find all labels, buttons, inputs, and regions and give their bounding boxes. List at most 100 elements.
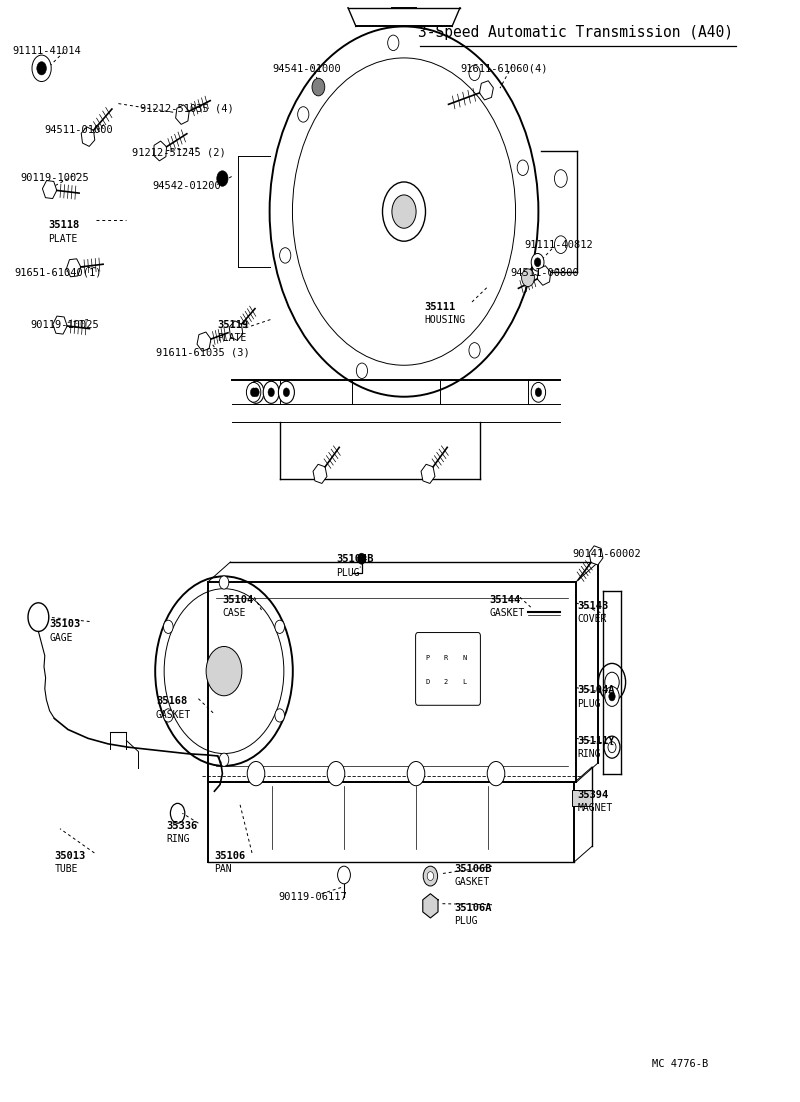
Text: 35103: 35103 xyxy=(50,619,81,629)
Text: 94511-01000: 94511-01000 xyxy=(44,125,113,134)
Text: COVER: COVER xyxy=(578,614,607,624)
Circle shape xyxy=(605,687,619,706)
Text: 35104: 35104 xyxy=(222,595,254,605)
Text: TUBE: TUBE xyxy=(54,864,78,874)
Circle shape xyxy=(531,253,544,271)
Circle shape xyxy=(278,381,294,403)
Circle shape xyxy=(283,388,290,397)
Polygon shape xyxy=(479,80,494,100)
Text: GAGE: GAGE xyxy=(50,633,73,642)
Polygon shape xyxy=(197,332,211,352)
Text: 35118: 35118 xyxy=(48,220,79,230)
Circle shape xyxy=(298,107,309,122)
Text: 35111Y: 35111Y xyxy=(578,736,615,746)
Circle shape xyxy=(268,388,274,397)
Circle shape xyxy=(487,761,505,786)
Circle shape xyxy=(275,620,285,634)
Text: 90119-10025: 90119-10025 xyxy=(30,320,99,329)
Circle shape xyxy=(327,761,345,786)
Circle shape xyxy=(206,647,242,695)
Polygon shape xyxy=(42,181,57,198)
Text: 91611-61060(4): 91611-61060(4) xyxy=(460,64,547,74)
Text: R: R xyxy=(444,655,448,661)
Text: 35106B: 35106B xyxy=(454,864,492,874)
Polygon shape xyxy=(538,266,550,285)
Polygon shape xyxy=(313,464,327,484)
Circle shape xyxy=(219,576,229,590)
Text: PLATE: PLATE xyxy=(48,234,78,244)
Circle shape xyxy=(609,692,615,701)
Text: 35336: 35336 xyxy=(166,821,198,831)
Text: 90119-10025: 90119-10025 xyxy=(20,173,89,183)
Circle shape xyxy=(534,258,541,267)
Circle shape xyxy=(358,553,366,564)
Polygon shape xyxy=(66,259,81,277)
Text: N: N xyxy=(462,655,466,661)
Text: 35111: 35111 xyxy=(424,302,455,312)
Circle shape xyxy=(163,709,173,722)
Text: 91651-61040(1): 91651-61040(1) xyxy=(14,268,102,278)
Circle shape xyxy=(469,65,480,80)
Circle shape xyxy=(253,388,259,397)
Text: 35143: 35143 xyxy=(578,601,609,611)
Text: PLATE: PLATE xyxy=(218,333,247,343)
Text: 35394: 35394 xyxy=(578,790,609,800)
Circle shape xyxy=(423,866,438,886)
Text: 90141-60002: 90141-60002 xyxy=(572,549,641,559)
Text: 35106A: 35106A xyxy=(454,903,492,912)
Text: 91212-51035 (4): 91212-51035 (4) xyxy=(140,104,234,114)
Circle shape xyxy=(246,382,261,402)
Polygon shape xyxy=(176,105,189,125)
Polygon shape xyxy=(53,316,67,334)
Text: RING: RING xyxy=(578,749,601,759)
Circle shape xyxy=(554,170,567,187)
Circle shape xyxy=(554,236,567,253)
Text: 94541-01000: 94541-01000 xyxy=(272,64,341,74)
Text: 91111-41014: 91111-41014 xyxy=(12,46,81,56)
Circle shape xyxy=(219,753,229,766)
Circle shape xyxy=(163,620,173,634)
Text: CASE: CASE xyxy=(222,608,246,618)
Text: GASKET: GASKET xyxy=(156,710,191,720)
Circle shape xyxy=(388,35,399,51)
Circle shape xyxy=(356,363,367,378)
Text: 35106: 35106 xyxy=(214,851,246,861)
Polygon shape xyxy=(589,545,603,565)
Text: PLUG: PLUG xyxy=(336,568,359,577)
Text: GASKET: GASKET xyxy=(490,608,525,618)
Polygon shape xyxy=(154,141,166,161)
Circle shape xyxy=(535,388,542,397)
Text: L: L xyxy=(462,679,466,685)
Polygon shape xyxy=(422,894,438,918)
Text: GASKET: GASKET xyxy=(454,877,490,887)
Text: MAGNET: MAGNET xyxy=(578,803,613,813)
Circle shape xyxy=(280,248,291,263)
Circle shape xyxy=(263,381,279,403)
Text: 90119-06117: 90119-06117 xyxy=(278,892,347,901)
Text: 35168: 35168 xyxy=(156,696,187,706)
Circle shape xyxy=(517,160,528,175)
Circle shape xyxy=(250,388,257,397)
Circle shape xyxy=(392,195,416,228)
Circle shape xyxy=(469,343,480,358)
Text: P: P xyxy=(426,655,430,661)
Circle shape xyxy=(312,78,325,96)
Circle shape xyxy=(427,872,434,880)
Polygon shape xyxy=(421,464,435,484)
Text: 35104B: 35104B xyxy=(336,554,374,564)
Text: 91111-40812: 91111-40812 xyxy=(524,240,593,250)
Text: MC 4776-B: MC 4776-B xyxy=(652,1059,708,1069)
Bar xyxy=(572,790,592,806)
Text: 2: 2 xyxy=(444,679,448,685)
Circle shape xyxy=(407,761,425,786)
Circle shape xyxy=(217,171,228,186)
Text: PLUG: PLUG xyxy=(454,916,478,926)
Circle shape xyxy=(247,761,265,786)
Circle shape xyxy=(522,269,534,287)
Text: PAN: PAN xyxy=(214,864,232,874)
Circle shape xyxy=(531,382,546,402)
Circle shape xyxy=(37,62,46,75)
Circle shape xyxy=(248,381,264,403)
Circle shape xyxy=(275,709,285,722)
Text: RING: RING xyxy=(166,834,190,844)
